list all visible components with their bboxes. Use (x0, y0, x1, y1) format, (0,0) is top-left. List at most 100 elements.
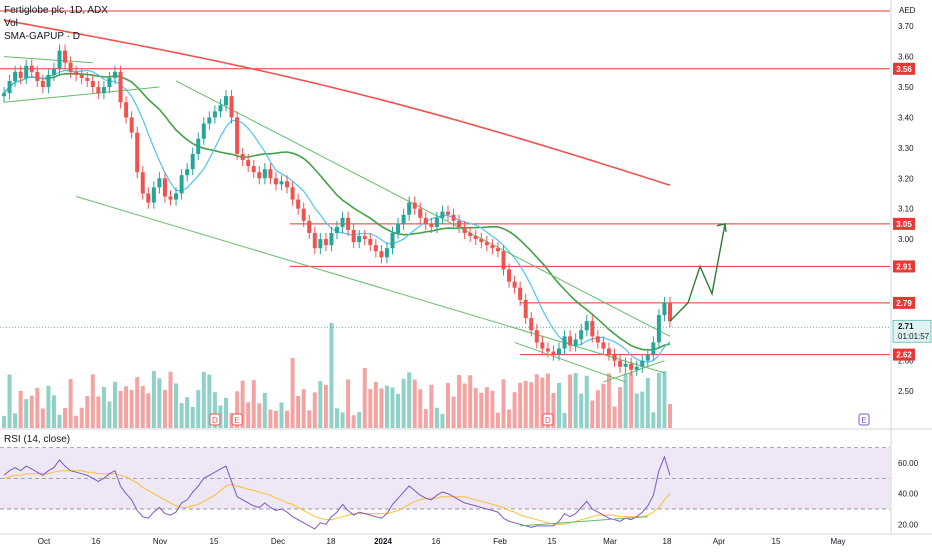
volume-bar (440, 414, 445, 428)
volume-bar (418, 389, 423, 428)
volume-bar (179, 403, 184, 428)
level-tag-bg (893, 62, 915, 75)
volume-bar (257, 403, 262, 428)
candle-body (551, 351, 556, 355)
candle-body (384, 248, 389, 258)
candle-body (35, 71, 40, 81)
channel-line (603, 360, 665, 383)
candle-body (557, 348, 561, 355)
volume-bar (312, 392, 317, 428)
volume-bar (379, 388, 384, 428)
candle-body (440, 211, 445, 218)
volume-bar (568, 374, 573, 428)
candle-body (606, 348, 611, 355)
level-tag-text: 3.56 (896, 65, 912, 74)
volume-bar (63, 407, 68, 428)
candle-body (407, 202, 412, 215)
candle-body (412, 202, 417, 209)
candle-body (24, 65, 29, 78)
volume-bar (629, 372, 634, 428)
volume-bar (35, 387, 40, 428)
volume-bar (2, 416, 6, 428)
candle-body (595, 336, 600, 343)
candle-body (634, 366, 639, 370)
candle-body (479, 239, 484, 243)
candle-body (63, 50, 68, 63)
volume-bar (323, 384, 328, 428)
candle-body (612, 354, 617, 361)
volume-bar (534, 374, 539, 428)
time-tick-label: 16 (432, 537, 441, 546)
time-tick-label: 15 (210, 537, 219, 546)
level-tag-text: 2.62 (896, 351, 912, 360)
candle-body (534, 330, 539, 343)
candle-body (196, 138, 201, 154)
volume-bar (346, 379, 351, 428)
volume-bar (495, 412, 500, 428)
candle-body (90, 80, 95, 88)
level-tag-text: 2.79 (896, 299, 912, 308)
level-tag: 3.56 (893, 62, 915, 75)
candle-body (140, 172, 145, 194)
sma-slow-line (3, 19, 671, 186)
candle-body (124, 102, 129, 118)
rsi-line (3, 455, 671, 530)
volume-bar (79, 407, 84, 428)
candle-body (473, 236, 478, 240)
price-tick-label: 2.50 (898, 387, 914, 396)
candle-body (13, 71, 18, 81)
volume-bar (29, 395, 34, 428)
volume-bar (335, 408, 339, 428)
event-box (231, 413, 243, 426)
candle-body (18, 71, 23, 78)
volume-bar (118, 390, 123, 428)
volume-bar (401, 378, 406, 428)
time-tick-label: May (830, 537, 845, 546)
candle-body (434, 217, 439, 227)
volume-bar (7, 374, 12, 428)
volume-bar (296, 395, 301, 428)
volume-bar (140, 385, 145, 428)
candle-body (668, 302, 672, 322)
volume-bar (24, 399, 29, 428)
candle-body (135, 132, 140, 173)
volume-bar (623, 373, 628, 428)
volume-bar (640, 391, 645, 428)
time-tick-label: 15 (548, 537, 557, 546)
volume-bar (590, 400, 595, 428)
volume-bar (51, 395, 56, 428)
candle-body (318, 239, 323, 249)
level-tag-bg (893, 296, 915, 309)
candle-body (246, 160, 251, 167)
candle-body (568, 336, 573, 346)
volume-bar (224, 397, 228, 428)
candle-body (57, 50, 62, 69)
candle-body (168, 196, 173, 200)
volume-bar (246, 402, 251, 428)
level-tag-bg (893, 260, 915, 273)
candle-body (29, 65, 34, 72)
candle-body (368, 239, 373, 246)
candles (2, 44, 672, 376)
volume-bar (573, 373, 578, 428)
candle-body (207, 117, 212, 124)
candle-body (396, 223, 401, 233)
time-axis: Oct 16 Nov 15 Dec 18 2024 16 Feb 15 Mar 18 Apr 15 May (38, 537, 846, 546)
candle-body (113, 71, 117, 78)
channel-line (3, 86, 160, 103)
volume-bar (429, 384, 434, 428)
volume-bar (656, 373, 661, 428)
candle-body (279, 181, 284, 185)
candle-body (218, 105, 223, 112)
candle-body (529, 318, 534, 331)
candle-body (573, 339, 578, 346)
volume-bar (468, 375, 473, 428)
candle-body (74, 71, 79, 75)
candle-body (46, 74, 51, 88)
candle-body (562, 336, 567, 349)
candle-body (362, 236, 367, 240)
volume-bar (434, 407, 439, 428)
volume-bar (645, 378, 650, 428)
